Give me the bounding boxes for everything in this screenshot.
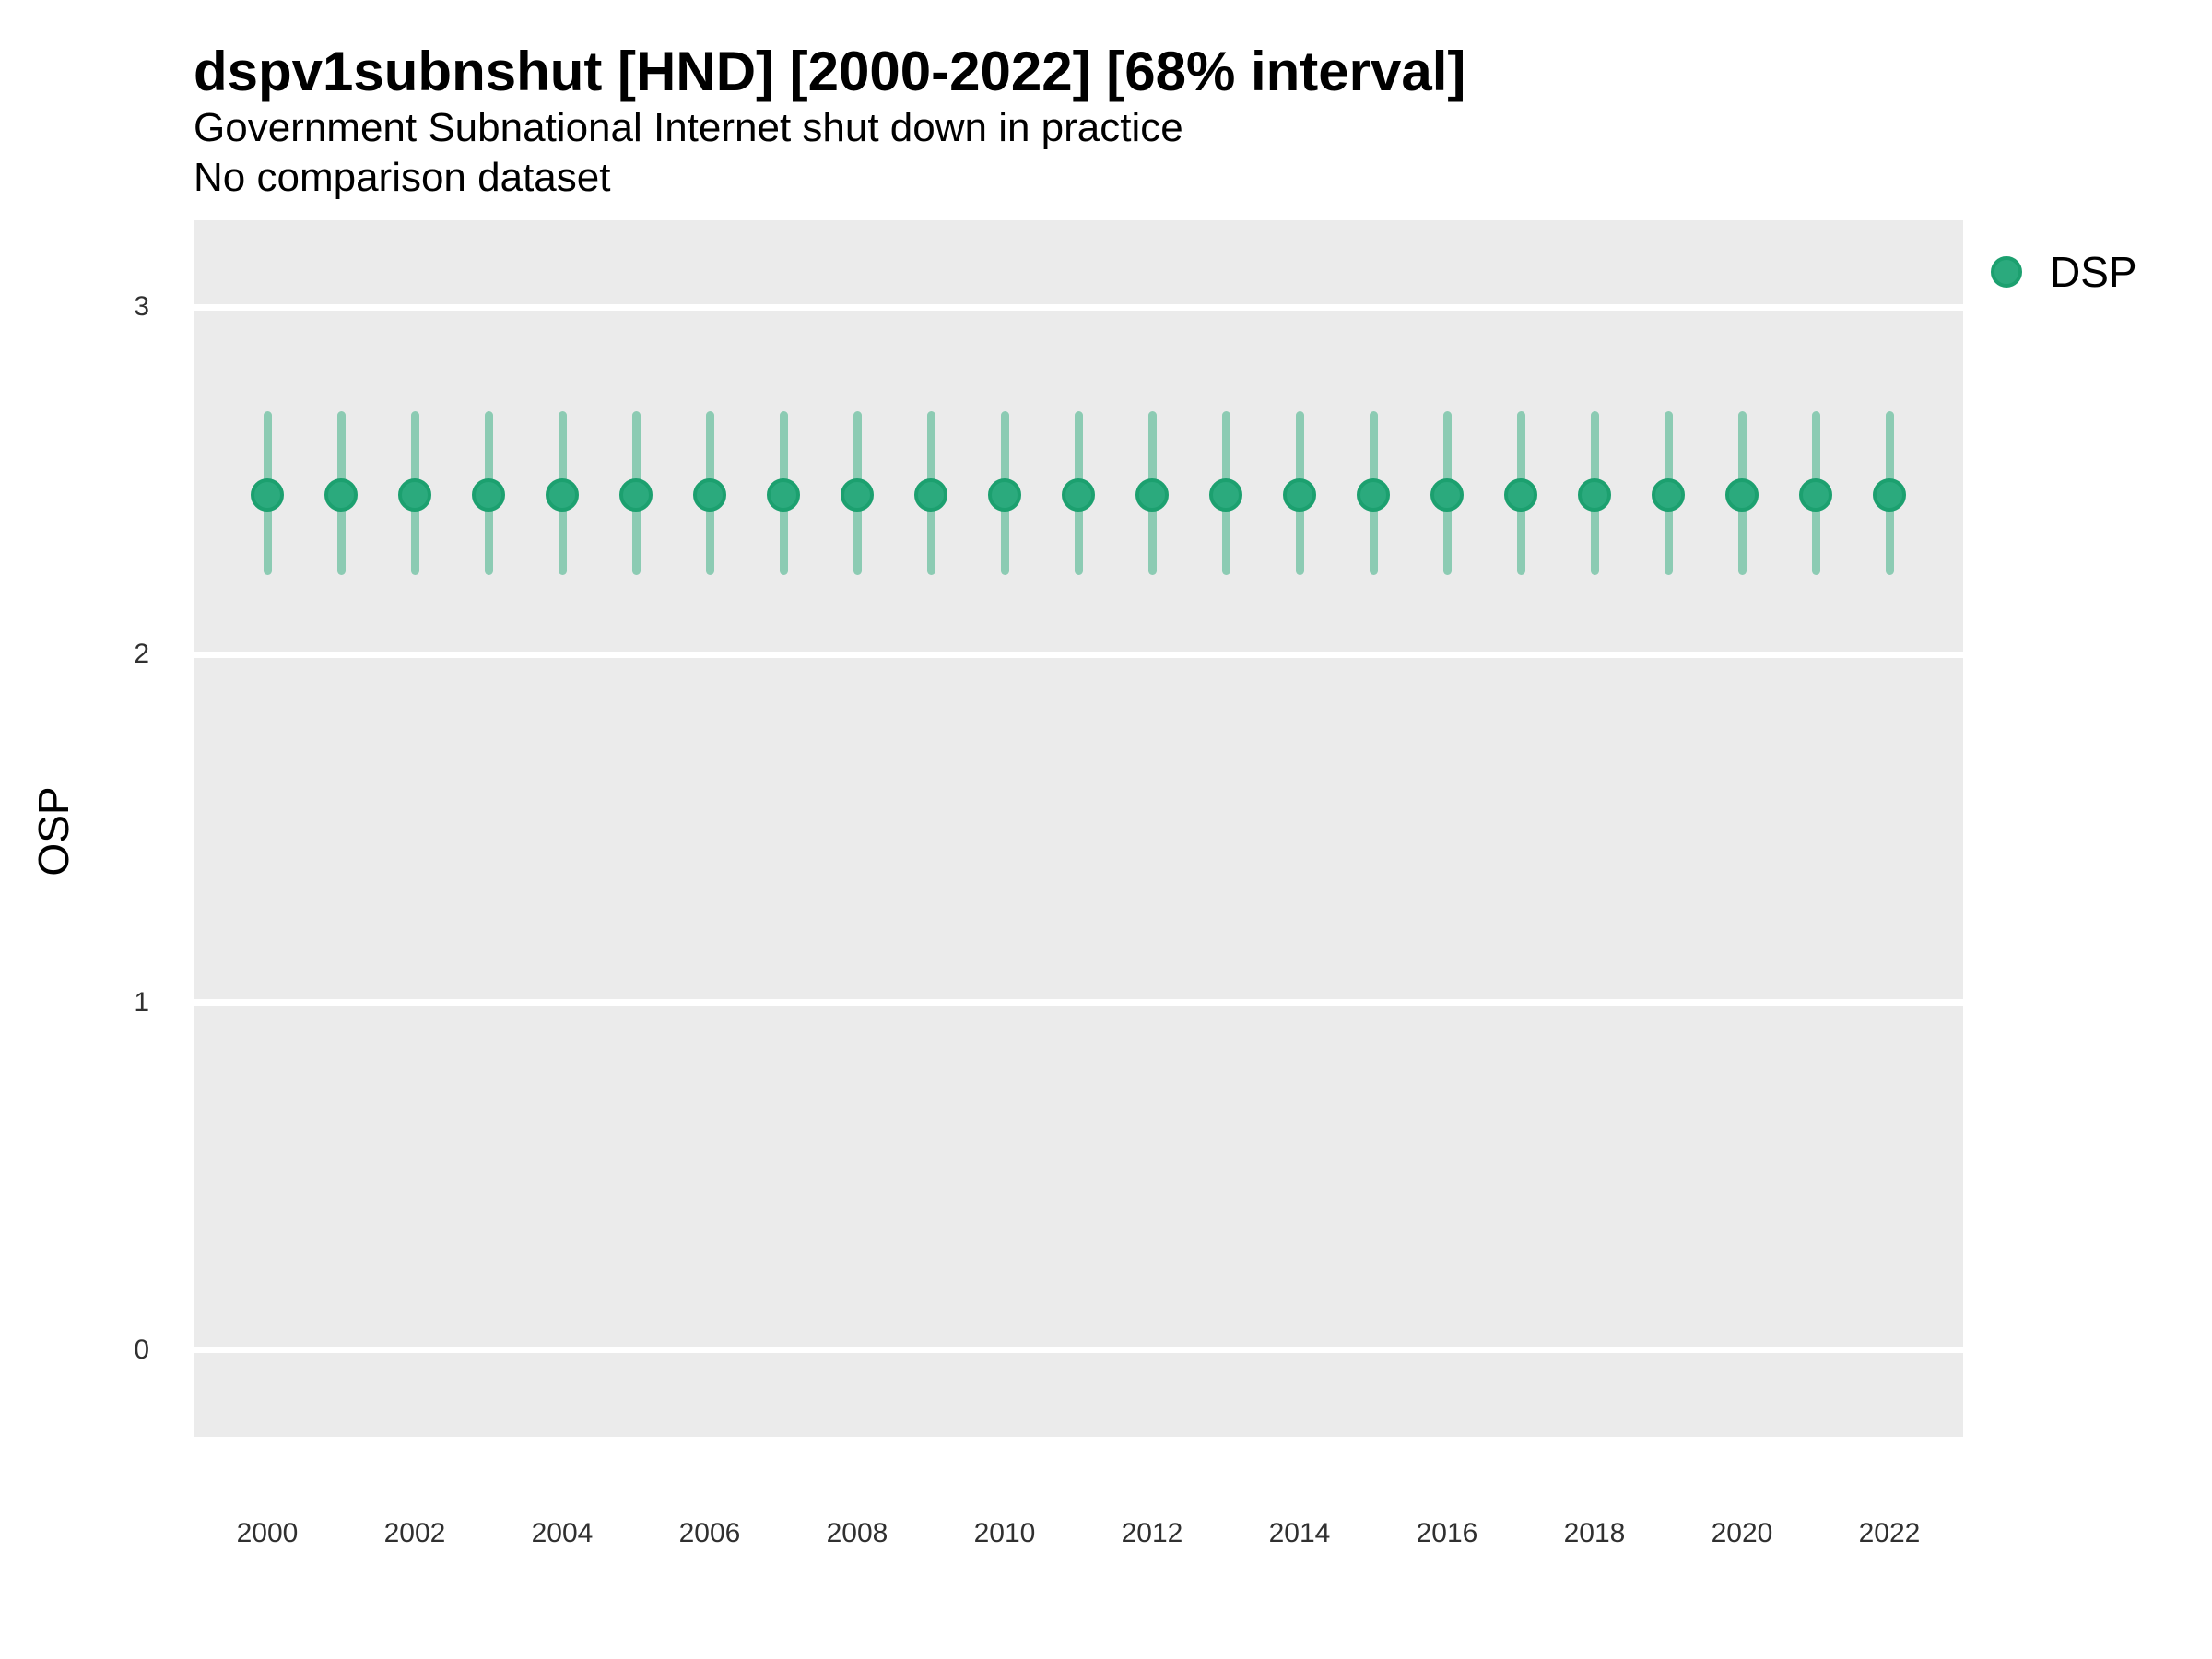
data-point xyxy=(324,477,358,512)
data-point xyxy=(1062,477,1095,512)
x-tick-label: 2008 xyxy=(826,1518,888,1548)
x-tick-label: 2018 xyxy=(1563,1518,1626,1548)
data-point xyxy=(251,477,284,512)
legend-dot-icon xyxy=(1991,256,2022,288)
data-point xyxy=(1652,477,1685,512)
y-tick-label: 2 xyxy=(134,639,149,670)
chart-note: No comparison dataset xyxy=(194,155,611,200)
plot-panel xyxy=(194,220,1963,1437)
gridline xyxy=(194,999,1963,1006)
data-point xyxy=(1578,477,1611,512)
x-tick-label: 2014 xyxy=(1268,1518,1331,1548)
data-point xyxy=(1283,477,1316,512)
data-point xyxy=(1357,477,1390,512)
x-tick-label: 2010 xyxy=(973,1518,1036,1548)
x-tick-label: 2016 xyxy=(1416,1518,1478,1548)
y-tick-label: 1 xyxy=(134,986,149,1018)
x-tick-label: 2004 xyxy=(531,1518,594,1548)
x-tick-label: 2002 xyxy=(383,1518,446,1548)
data-point xyxy=(472,477,505,512)
data-point xyxy=(1430,477,1464,512)
gridline xyxy=(194,651,1963,658)
data-point xyxy=(1799,477,1832,512)
data-point xyxy=(398,477,431,512)
chart-subtitle: Government Subnational Internet shut dow… xyxy=(194,105,1183,150)
gridline xyxy=(194,1347,1963,1354)
data-point xyxy=(1209,477,1242,512)
x-tick-label: 2022 xyxy=(1858,1518,1921,1548)
data-point xyxy=(1725,477,1759,512)
x-tick-label: 2020 xyxy=(1711,1518,1773,1548)
y-tick-label: 0 xyxy=(134,1334,149,1365)
chart-title: dspv1subnshut [HND] [2000-2022] [68% int… xyxy=(194,41,1466,102)
gridline xyxy=(194,303,1963,311)
y-tick-label: 3 xyxy=(134,291,149,323)
legend: DSP xyxy=(1991,251,2137,293)
x-tick-label: 2006 xyxy=(678,1518,741,1548)
y-axis-title: OSP xyxy=(29,786,77,877)
data-point xyxy=(1504,477,1537,512)
data-point xyxy=(841,477,874,512)
data-point xyxy=(767,477,800,512)
data-point xyxy=(914,477,947,512)
legend-label: DSP xyxy=(2050,248,2137,296)
data-point xyxy=(1135,477,1169,512)
data-point xyxy=(546,477,579,512)
data-point xyxy=(1873,477,1906,512)
x-tick-label: 2012 xyxy=(1121,1518,1183,1548)
x-tick-label: 2000 xyxy=(236,1518,299,1548)
data-point xyxy=(619,477,653,512)
data-point xyxy=(988,477,1021,512)
data-point xyxy=(693,477,726,512)
